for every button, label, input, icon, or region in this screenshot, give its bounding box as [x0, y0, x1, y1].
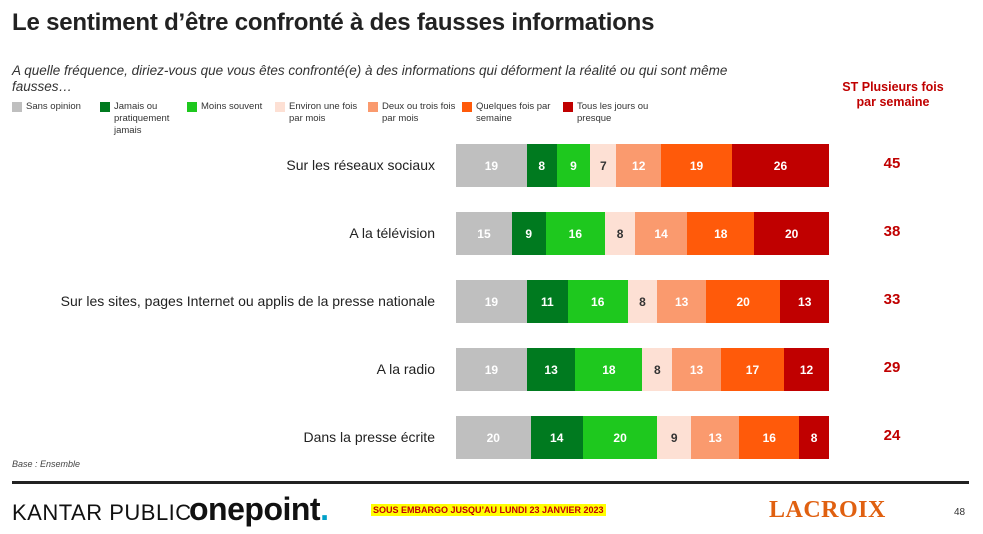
bar-segment: 19 [456, 280, 527, 323]
bar-segment: 12 [616, 144, 662, 187]
bar-segment: 11 [526, 280, 568, 323]
bar-segment: 8 [799, 416, 829, 459]
base-note: Base : Ensemble [12, 459, 81, 469]
stacked-bar: 20 14 20 9 13 16 8 [456, 416, 829, 459]
legend-label: Moins souvent [201, 101, 263, 112]
bar-segment: 14 [530, 416, 583, 459]
bar-segment: 26 [731, 144, 829, 187]
legend-label: Jamais ou pratiquement jamais [114, 101, 170, 136]
kantar-public-logo: KANTAR PUBLIC [12, 500, 192, 525]
legend-swatch [100, 102, 110, 112]
st-value: 24 [883, 427, 901, 444]
bar-segment: 12 [784, 348, 829, 391]
bar-segment: 13 [672, 348, 721, 391]
bar-segment: 13 [780, 280, 829, 323]
bar-segment: 7 [590, 144, 617, 187]
bar-segment: 8 [526, 144, 557, 187]
bar-segment: 14 [635, 212, 688, 255]
legend-item: Environ une fois par mois [275, 101, 365, 125]
bar-segment: 9 [556, 144, 591, 187]
bar-segment: 20 [456, 416, 531, 459]
legend-label: Tous les jours ou presque [577, 101, 649, 124]
bar-segment: 18 [575, 348, 643, 391]
legend-swatch [275, 102, 285, 112]
onepoint-logo-dot: . [320, 491, 329, 527]
stacked-bar: 19 13 18 8 13 17 12 [456, 348, 829, 391]
st-value: 45 [883, 155, 901, 172]
stacked-bar: 15 9 16 8 14 18 20 [456, 212, 829, 255]
stacked-bar-chart: Sur les réseaux sociaux 19 8 9 7 12 19 26 45 A la… [0, 140, 983, 470]
bar-segment: 15 [456, 212, 512, 255]
page-title: Le sentiment d’être confronté à des faus… [12, 9, 655, 36]
legend-item: Moins souvent [187, 101, 272, 113]
bar-segment: 20 [754, 212, 829, 255]
bar-segment: 13 [526, 348, 576, 391]
bar-segment: 20 [705, 280, 781, 323]
row-label: Sur les réseaux sociaux [286, 157, 435, 173]
stacked-bar: 19 11 16 8 13 20 13 [456, 280, 829, 323]
stacked-bar: 19 8 9 7 12 19 26 [456, 144, 829, 187]
legend-swatch [462, 102, 472, 112]
legend-label: Sans opinion [26, 101, 81, 112]
row-label: Sur les sites, pages Internet ou applis … [60, 293, 435, 309]
bar-segment: 16 [739, 416, 800, 459]
bar-segment: 13 [690, 416, 740, 459]
bar-segment: 13 [657, 280, 706, 323]
onepoint-logo: onepoint. [189, 491, 329, 528]
bar-segment: 19 [456, 348, 527, 391]
embargo-notice: SOUS EMBARGO JUSQU’AU LUNDI 23 JANVIER 2… [371, 504, 606, 516]
chart-legend: Sans opinion Jamais ou pratiquement jamai… [12, 101, 732, 141]
legend-label: Deux ou trois fois par mois [382, 101, 456, 124]
st-value: 29 [883, 359, 901, 376]
bar-segment: 8 [605, 212, 635, 255]
survey-question: A quelle fréquence, diriez-vous que vous… [12, 63, 728, 94]
bar-segment: 16 [545, 212, 606, 255]
bar-segment: 20 [582, 416, 658, 459]
legend-swatch [187, 102, 197, 112]
legend-item: Quelques fois par semaine [462, 101, 557, 125]
bar-segment: 9 [657, 416, 691, 459]
bar-segment: 19 [456, 144, 527, 187]
bar-segment: 19 [661, 144, 732, 187]
bar-segment: 17 [720, 348, 785, 391]
legend-item: Jamais ou pratiquement jamais [100, 101, 185, 137]
st-value: 38 [883, 223, 901, 240]
legend-swatch [563, 102, 573, 112]
legend-item: Tous les jours ou presque [563, 101, 658, 125]
legend-label: Quelques fois par semaine [476, 101, 551, 124]
bar-segment: 18 [687, 212, 755, 255]
onepoint-logo-text: onepoint [189, 491, 321, 527]
footer-divider [12, 481, 969, 484]
bar-segment: 8 [627, 280, 658, 323]
bar-segment: 9 [511, 212, 546, 255]
page-number: 48 [954, 507, 966, 518]
legend-label: Environ une fois par mois [289, 101, 358, 124]
bar-segment: 8 [642, 348, 673, 391]
st-value: 33 [883, 291, 901, 308]
legend-swatch [368, 102, 378, 112]
st-column-header: ST Plusieurs fois par semaine [842, 80, 944, 109]
row-label: A la télévision [349, 225, 435, 241]
row-label: Dans la presse écrite [303, 429, 435, 445]
bar-segment: 16 [567, 280, 628, 323]
legend-item: Sans opinion [12, 101, 97, 113]
legend-item: Deux ou trois fois par mois [368, 101, 458, 125]
la-croix-logo: LACROIX [769, 497, 886, 523]
legend-swatch [12, 102, 22, 112]
row-label: A la radio [376, 361, 435, 377]
